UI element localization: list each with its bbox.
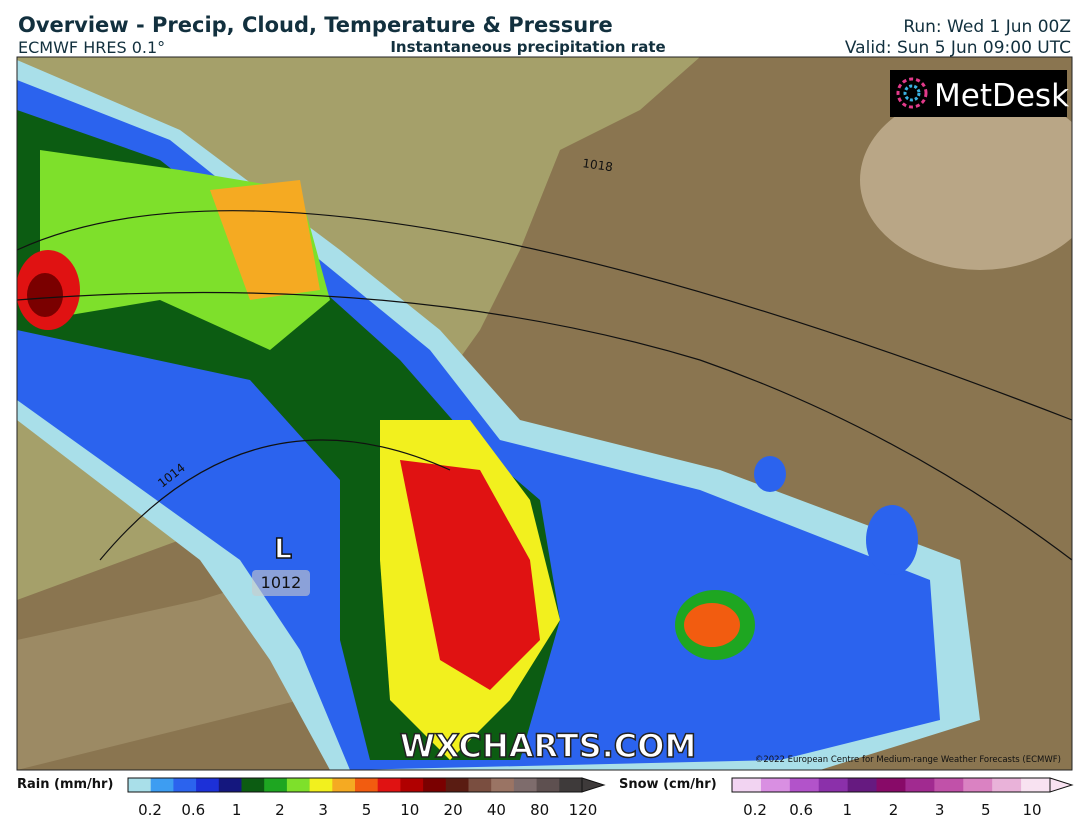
rain-swatch — [468, 778, 492, 792]
snow-swatch — [760, 778, 791, 792]
snow-swatch — [818, 778, 849, 792]
rain-swatch — [445, 778, 469, 792]
precip — [210, 180, 320, 300]
subtitle: Instantaneous precipitation rate — [390, 38, 665, 56]
rain-swatch — [150, 778, 174, 792]
rain-tick-label: 1 — [232, 801, 242, 819]
label-box — [252, 570, 310, 596]
watermark: WXCHARTS.COM — [400, 727, 697, 765]
snow-arrow — [1049, 777, 1074, 793]
snow-tick-label: 0.2 — [743, 801, 767, 819]
rain-tick-label: 40 — [487, 801, 506, 819]
rain-arrow — [581, 777, 606, 793]
rain-swatch — [423, 778, 447, 792]
low-pressure: 1012 — [261, 573, 302, 592]
rain-swatch — [559, 778, 583, 792]
snow-tick-label: 10 — [1022, 801, 1041, 819]
map-frame — [16, 56, 1073, 771]
rain-swatch — [355, 778, 379, 792]
rain-swatch — [332, 778, 356, 792]
snow-swatch — [732, 778, 762, 792]
low-symbol: L — [274, 532, 292, 565]
rain-swatch — [264, 778, 288, 792]
model: ECMWF HRES 0.1° — [18, 38, 165, 57]
snow-tick-label: 5 — [981, 801, 991, 819]
snow-swatch — [963, 778, 993, 792]
rain-swatch — [400, 778, 424, 792]
rain-swatch — [196, 778, 220, 792]
snow-tick-label: 1 — [843, 801, 853, 819]
precip — [27, 273, 63, 317]
rain-swatch — [536, 778, 560, 792]
rain-tick-label: 80 — [530, 801, 549, 819]
rain-swatch — [513, 778, 538, 792]
snow-swatch — [1021, 778, 1051, 792]
rain-tick-label: 3 — [318, 801, 328, 819]
run: Run: Wed 1 Jun 00Z — [903, 17, 1071, 37]
snow-swatch — [934, 778, 964, 792]
precip — [866, 505, 918, 575]
isobar-label: 1018 — [582, 156, 614, 174]
snow-swatch — [905, 778, 935, 792]
isobar — [17, 210, 1072, 421]
rain-tick-label: 0.6 — [181, 801, 205, 819]
rain-swatch — [491, 778, 515, 792]
snow-label: Snow (cm/hr) — [619, 777, 717, 792]
snow-tick-label: 0.6 — [789, 801, 813, 819]
rain-swatch — [309, 778, 333, 792]
copyright: ©2022 European Centre for Medium-range W… — [755, 755, 1061, 765]
rain-tick-label: 5 — [362, 801, 372, 819]
logo-icon — [896, 77, 928, 109]
snow-swatch — [876, 778, 906, 792]
rain-swatch — [286, 778, 311, 792]
isobar — [17, 291, 1072, 561]
snow-swatch — [789, 778, 820, 792]
snow-frame — [731, 777, 1051, 793]
rain-frame — [127, 777, 583, 793]
rain-swatch — [377, 778, 401, 792]
rain-tick-label: 120 — [569, 801, 598, 819]
precip — [754, 456, 786, 492]
rain-tick-label: 0.2 — [138, 801, 162, 819]
valid: Valid: Sun 5 Jun 09:00 UTC — [845, 38, 1071, 58]
map — [17, 57, 1072, 770]
rain-swatch — [128, 778, 152, 792]
rain-label: Rain (mm/hr) — [17, 777, 113, 792]
snow-tick-label: 3 — [935, 801, 945, 819]
snow-swatch — [992, 778, 1022, 792]
rain-swatch — [241, 778, 265, 792]
precip — [684, 603, 740, 647]
snow-swatch — [847, 778, 878, 792]
rain-swatch — [218, 778, 242, 792]
logo: MetDesk — [934, 78, 1069, 114]
rain-swatch — [173, 778, 197, 792]
rain-tick-label: 10 — [400, 801, 419, 819]
terrain — [860, 90, 1072, 270]
rain-tick-label: 2 — [275, 801, 285, 819]
snow-tick-label: 2 — [889, 801, 899, 819]
isobar — [99, 439, 451, 561]
rain-tick-label: 20 — [444, 801, 463, 819]
title: Overview - Precip, Cloud, Temperature & … — [18, 13, 613, 37]
precip — [400, 460, 540, 690]
